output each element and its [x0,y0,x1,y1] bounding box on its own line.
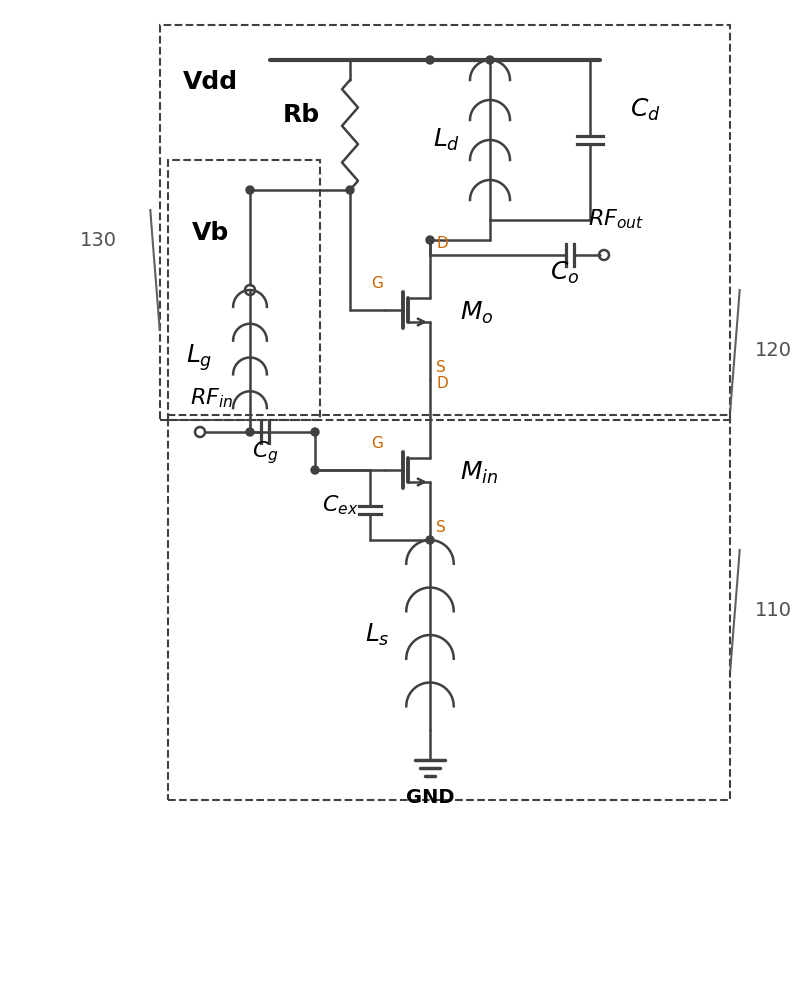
Text: $L_d$: $L_d$ [433,127,460,153]
Circle shape [486,56,494,64]
Text: S: S [436,360,445,375]
Circle shape [346,186,354,194]
Bar [168,415,730,800]
Text: $C_g$: $C_g$ [252,439,278,466]
Text: $RF_{in}$: $RF_{in}$ [190,386,233,410]
Text: $M_{in}$: $M_{in}$ [460,460,499,486]
Circle shape [246,186,254,194]
Text: D: D [436,236,448,251]
Circle shape [311,466,319,474]
Text: 130: 130 [80,231,117,249]
Text: G: G [371,436,383,451]
Text: $C_o$: $C_o$ [550,260,579,286]
Text: $C_{ex}$: $C_{ex}$ [321,493,358,517]
Text: D: D [436,376,448,391]
Text: S: S [436,520,445,535]
Text: $M_o$: $M_o$ [460,300,493,326]
Circle shape [246,428,254,436]
Bar [160,25,730,420]
Text: G: G [371,276,383,291]
Text: $RF_{out}$: $RF_{out}$ [588,207,644,231]
Text: Rb: Rb [283,103,320,127]
Text: GND: GND [406,788,454,807]
Text: $L_g$: $L_g$ [186,342,212,373]
Bar [168,160,320,420]
Text: $C_d$: $C_d$ [630,97,661,123]
Circle shape [426,536,434,544]
Text: 120: 120 [755,340,792,360]
Text: Vdd: Vdd [182,70,237,94]
Circle shape [426,56,434,64]
Text: Vb: Vb [191,221,228,245]
Circle shape [311,428,319,436]
Text: $L_s$: $L_s$ [366,622,390,648]
Text: 110: 110 [755,600,792,619]
Circle shape [426,236,434,244]
